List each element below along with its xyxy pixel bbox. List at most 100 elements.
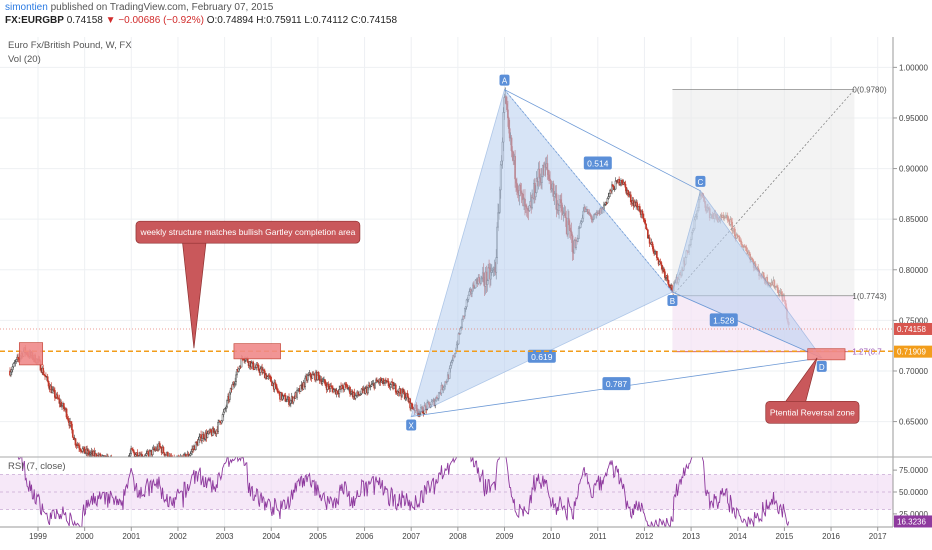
candle-body <box>252 361 254 370</box>
ratio-label: 0.514 <box>587 159 609 169</box>
candle-body <box>648 237 651 244</box>
candle-body <box>10 369 13 373</box>
point-label-B: B <box>670 297 675 306</box>
candle-body <box>111 458 112 460</box>
candle-body <box>113 461 114 462</box>
rsi-legend[interactable]: RSI (7, close) <box>8 461 66 472</box>
time-tick-label: 2003 <box>216 532 234 541</box>
candle-body <box>655 250 658 258</box>
candle-body <box>124 465 125 468</box>
candle-body <box>367 387 369 394</box>
candle-body <box>607 196 610 199</box>
candle-body <box>183 454 185 457</box>
candle-body <box>74 438 77 446</box>
rsi-tick-label: 75.0000 <box>899 466 928 475</box>
candle-body <box>237 368 240 372</box>
candle-body <box>222 411 225 415</box>
candle-body <box>394 384 397 393</box>
point-label-X: X <box>409 422 415 431</box>
candle-body <box>259 368 262 373</box>
volume-legend[interactable]: Vol (20) <box>8 54 41 65</box>
candle-body <box>168 459 169 460</box>
candle-body <box>175 460 176 461</box>
candle-body <box>286 399 289 402</box>
candle-body <box>324 383 327 387</box>
candle-body <box>167 452 169 457</box>
candle-body <box>119 466 120 468</box>
candle-body <box>54 390 56 398</box>
candle-body <box>11 366 14 371</box>
candle-body <box>220 420 223 424</box>
candle-body <box>317 372 320 376</box>
candle-body <box>226 400 228 408</box>
candle-body <box>225 406 228 409</box>
candle-body <box>120 466 121 467</box>
candle-body <box>393 385 395 390</box>
candle-body <box>406 392 409 398</box>
rsi-line <box>17 457 790 527</box>
fib-level-label: 1(0.7743) <box>852 292 887 301</box>
point-label-bg <box>816 360 827 372</box>
time-tick-label: 2004 <box>262 532 280 541</box>
candle-body <box>78 445 80 449</box>
candle-body <box>663 268 665 272</box>
candle-body <box>142 458 143 459</box>
candle-body <box>656 257 659 260</box>
ratio-label: 1.528 <box>713 315 735 325</box>
candle-body <box>47 381 50 387</box>
point-label-bg <box>499 74 510 86</box>
author-link[interactable]: simontien <box>5 2 48 13</box>
candle-body <box>95 453 97 457</box>
time-tick-label: 1999 <box>29 532 47 541</box>
price-change: −0.00686 (−0.92%) <box>118 15 204 26</box>
candle-body <box>138 458 139 459</box>
candle-body <box>186 458 187 460</box>
candle-body <box>62 403 65 410</box>
reversal-zone <box>18 342 44 366</box>
candle-body <box>274 382 277 385</box>
candle-body <box>647 229 649 239</box>
price-tick-label: 0.75000 <box>899 316 928 325</box>
series-legend[interactable]: Euro Fx/British Pound, W, FX <box>8 40 132 51</box>
price-tick-label: 0.95000 <box>899 114 928 123</box>
candle-body <box>83 446 86 454</box>
candle-body <box>613 188 616 191</box>
candle-body <box>250 362 253 368</box>
candle-body <box>327 383 330 387</box>
candle-body <box>163 452 166 456</box>
candle-body <box>46 376 49 382</box>
candle-body <box>364 388 367 394</box>
candle-body <box>668 284 671 288</box>
ohlc-values: O:0.74894 H:0.75911 L:0.74112 C:0.74158 <box>206 15 398 26</box>
candle-body <box>70 421 72 425</box>
down-arrow-icon: ▼ <box>105 15 116 26</box>
ratio-label-bg <box>527 349 556 363</box>
candle-body <box>80 449 82 452</box>
time-tick-label: 2000 <box>76 532 94 541</box>
pattern-triangle-xab <box>410 88 674 418</box>
candle-body <box>623 181 626 185</box>
fib-level-label: 1.27(0.7 <box>852 348 882 357</box>
candle-body <box>151 448 154 456</box>
candle-body <box>149 450 151 457</box>
candle-body <box>183 458 184 463</box>
candle-body <box>644 219 647 225</box>
candle-body <box>270 376 272 383</box>
candle-body <box>309 372 312 378</box>
point-label-bg <box>406 419 417 431</box>
price-pane <box>9 87 790 469</box>
symbol-label[interactable]: FX:EURGBP <box>5 15 64 26</box>
candle-body <box>139 455 141 457</box>
rsi-badge: 16.3236 <box>897 517 926 526</box>
candle-body <box>221 414 224 422</box>
candle-body <box>174 458 175 463</box>
candle-body <box>122 468 123 469</box>
candle-body <box>99 454 102 457</box>
time-tick-label: 2001 <box>122 532 140 541</box>
candle-body <box>257 364 260 371</box>
candle-body <box>285 400 288 403</box>
candle-body <box>42 367 45 375</box>
ratio-label: 0.787 <box>606 379 628 389</box>
candle-body <box>411 403 413 408</box>
